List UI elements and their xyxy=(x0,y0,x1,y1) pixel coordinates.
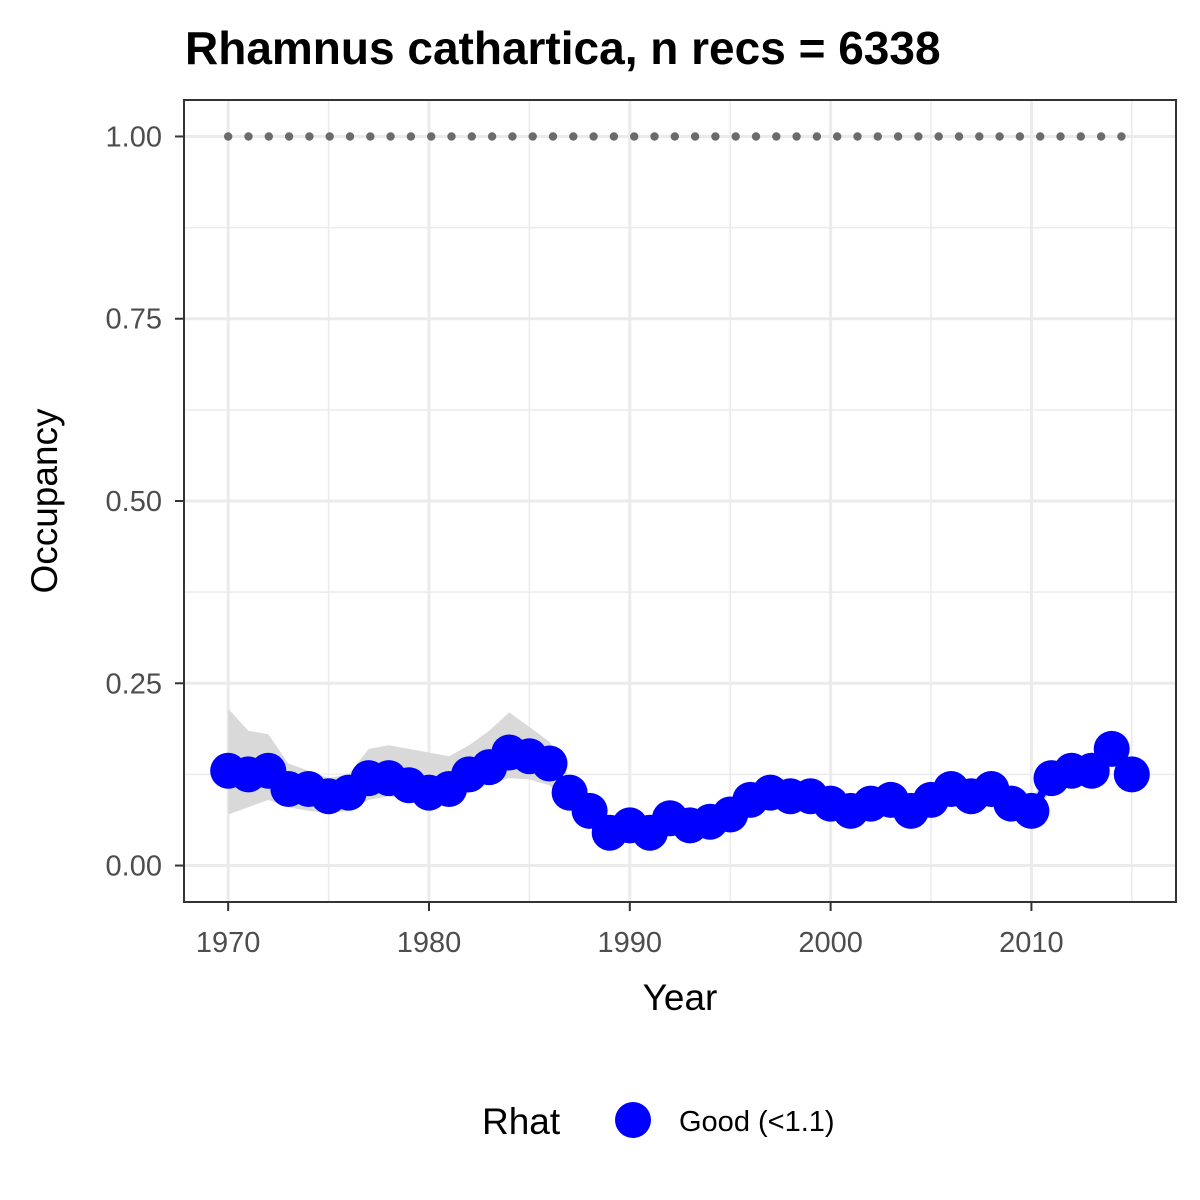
reference-dot xyxy=(467,132,476,141)
chart-title: Rhamnus cathartica, n recs = 6338 xyxy=(185,22,941,74)
reference-dot xyxy=(751,132,761,141)
reference-dot xyxy=(1036,132,1045,141)
reference-dot xyxy=(670,132,679,141)
x-tick-label: 1980 xyxy=(397,927,462,959)
reference-dot xyxy=(1015,132,1025,141)
data-point xyxy=(1113,756,1150,793)
x-tick-label: 1990 xyxy=(598,927,663,959)
reference-dot xyxy=(711,132,720,141)
reference-dot xyxy=(284,132,294,141)
legend-key-point xyxy=(615,1102,651,1138)
reference-dot xyxy=(548,132,558,141)
y-tick-label: 0.00 xyxy=(106,851,162,883)
x-axis-title: Year xyxy=(643,977,718,1018)
x-axis: 1970 1980 1990 2000 2010 xyxy=(196,902,1064,959)
x-tick-label: 2010 xyxy=(999,927,1064,959)
reference-dot xyxy=(995,132,1004,141)
reference-dot xyxy=(487,132,497,141)
y-tick-label: 0.75 xyxy=(106,304,162,336)
data-point xyxy=(1013,792,1050,829)
reference-dot xyxy=(244,132,253,141)
reference-dot xyxy=(366,132,375,141)
reference-dot xyxy=(650,132,659,141)
reference-dot xyxy=(1076,132,1086,141)
reference-dot xyxy=(975,132,984,141)
reference-dot xyxy=(406,132,416,141)
reference-dot xyxy=(772,132,781,141)
reference-dot xyxy=(690,132,700,141)
reference-dot xyxy=(305,132,314,141)
reference-line-dotted xyxy=(224,132,1126,141)
reference-dot xyxy=(893,132,903,141)
legend-entry-label: Good (<1.1) xyxy=(679,1106,835,1138)
reference-dot xyxy=(427,132,436,141)
y-axis-title: Occupancy xyxy=(24,408,65,594)
y-tick-label: 0.50 xyxy=(106,486,162,518)
reference-dot xyxy=(914,132,923,141)
reference-dot xyxy=(812,132,822,141)
reference-dot xyxy=(833,132,842,141)
legend: Rhat Good (<1.1) xyxy=(482,1101,835,1142)
y-tick-label: 1.00 xyxy=(106,121,162,153)
reference-dot xyxy=(954,132,964,141)
legend-title: Rhat xyxy=(482,1101,561,1142)
reference-dot xyxy=(1117,132,1126,141)
reference-dot xyxy=(528,132,537,141)
reference-dot xyxy=(264,132,273,141)
y-tick-label: 0.25 xyxy=(106,668,162,700)
x-tick-label: 1970 xyxy=(196,927,261,959)
x-tick-label: 2000 xyxy=(798,927,863,959)
reference-dot xyxy=(630,132,639,141)
reference-dot xyxy=(224,132,233,141)
reference-dot xyxy=(609,132,619,141)
reference-dot xyxy=(589,132,598,141)
data-points xyxy=(210,730,1150,851)
data-point xyxy=(1093,730,1130,767)
reference-dot xyxy=(325,132,334,141)
reference-dot xyxy=(873,132,882,141)
reference-dot xyxy=(731,132,740,141)
reference-dot xyxy=(508,132,517,141)
reference-dot xyxy=(1096,132,1106,141)
reference-dot xyxy=(1056,132,1065,141)
reference-dot xyxy=(853,132,862,141)
data-point xyxy=(531,745,568,782)
reference-dot xyxy=(345,132,355,141)
reference-dot xyxy=(792,132,801,141)
reference-dot xyxy=(386,132,395,141)
y-axis: 0.00 0.25 0.50 0.75 1.00 xyxy=(106,121,184,883)
reference-dot xyxy=(569,132,578,141)
reference-dot xyxy=(934,132,943,141)
reference-dot xyxy=(447,132,456,141)
plot-panel xyxy=(183,99,1177,903)
